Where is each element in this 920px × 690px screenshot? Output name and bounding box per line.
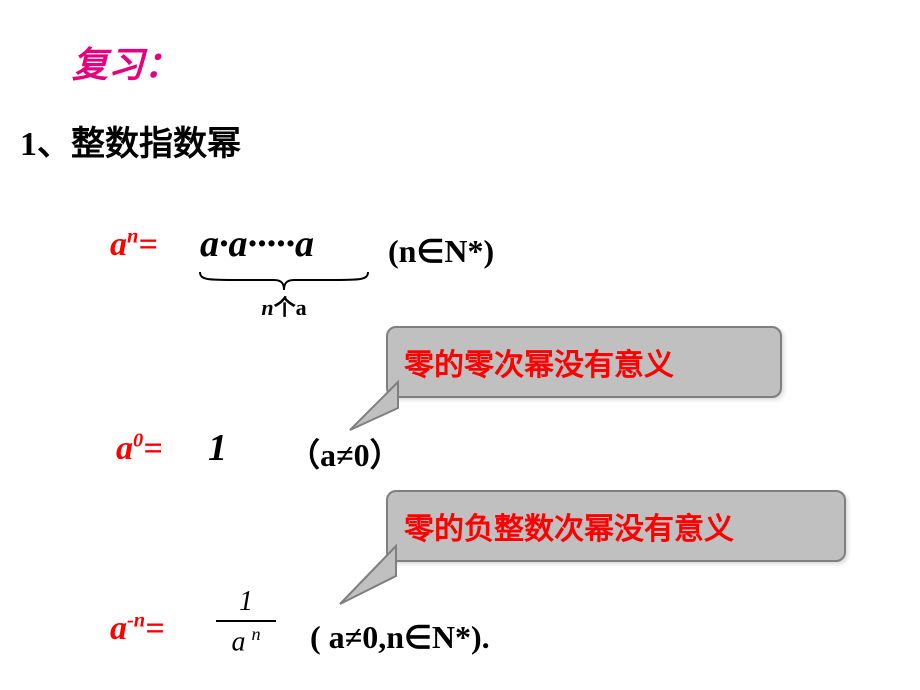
underbrace: n个a	[198, 270, 370, 322]
underbrace-icon	[198, 270, 370, 292]
lhs-eq-3: =	[145, 610, 164, 647]
condition-row3: ( a≠0,n∈N*).	[310, 618, 490, 656]
rhs-one: 1	[208, 426, 227, 470]
condition-row1: (n∈N*)	[388, 232, 494, 270]
rhs-fraction: 1 an	[216, 586, 276, 658]
underbrace-n: n	[261, 295, 273, 320]
callout-neg-power: 零的负整数次幂没有意义	[386, 490, 846, 562]
callout-zero-power-tail-icon	[346, 378, 406, 438]
lhs-a-2: a	[116, 430, 133, 467]
frac-den-exp: n	[245, 624, 260, 644]
lhs-a-3: a	[110, 610, 127, 647]
lhs-exp-2: 0	[133, 430, 143, 452]
lhs-eq: =	[138, 226, 157, 263]
lhs-a-n: an=	[110, 226, 158, 263]
review-title: 复习：	[72, 36, 180, 88]
callout-zero-power-text: 零的零次幂没有意义	[404, 349, 674, 382]
formula-row-3: a-n=	[110, 610, 165, 648]
rhs-one-text: 1	[208, 427, 227, 469]
frac-line	[216, 620, 276, 622]
frac-num: 1	[216, 586, 276, 618]
frac-den: an	[216, 624, 276, 658]
lhs-a-neg-n: a-n=	[110, 610, 165, 647]
condition-row3-text: ( a≠0,n∈N*).	[310, 619, 490, 655]
underbrace-label: n个a	[198, 290, 370, 322]
frac-den-a: a	[231, 626, 245, 657]
rhs-product: a·a·····a	[200, 222, 314, 266]
lhs-exp-3: -n	[127, 610, 145, 632]
condition-row2: （a≠0）	[288, 430, 402, 476]
rhs-product-text: a·a·····a	[200, 223, 314, 265]
callout-zero-power: 零的零次幂没有意义	[386, 326, 782, 398]
condition-row2-text: （a≠0）	[288, 437, 402, 473]
callout-neg-power-tail-icon	[336, 544, 406, 614]
lhs-eq-2: =	[143, 430, 162, 467]
formula-row-1: an=	[110, 226, 158, 264]
lhs-a: a	[110, 226, 127, 263]
callout-neg-power-text: 零的负整数次幂没有意义	[404, 513, 734, 546]
section-heading: 1、整数指数幂	[20, 116, 241, 165]
condition-row1-text: (n∈N*)	[388, 233, 494, 269]
lhs-exp: n	[127, 226, 138, 248]
lhs-a-0: a0=	[116, 430, 163, 467]
review-title-text: 复习：	[72, 45, 180, 85]
formula-row-2: a0=	[116, 430, 163, 468]
section-heading-text: 1、整数指数幂	[20, 126, 241, 163]
underbrace-gea: 个a	[274, 295, 307, 320]
